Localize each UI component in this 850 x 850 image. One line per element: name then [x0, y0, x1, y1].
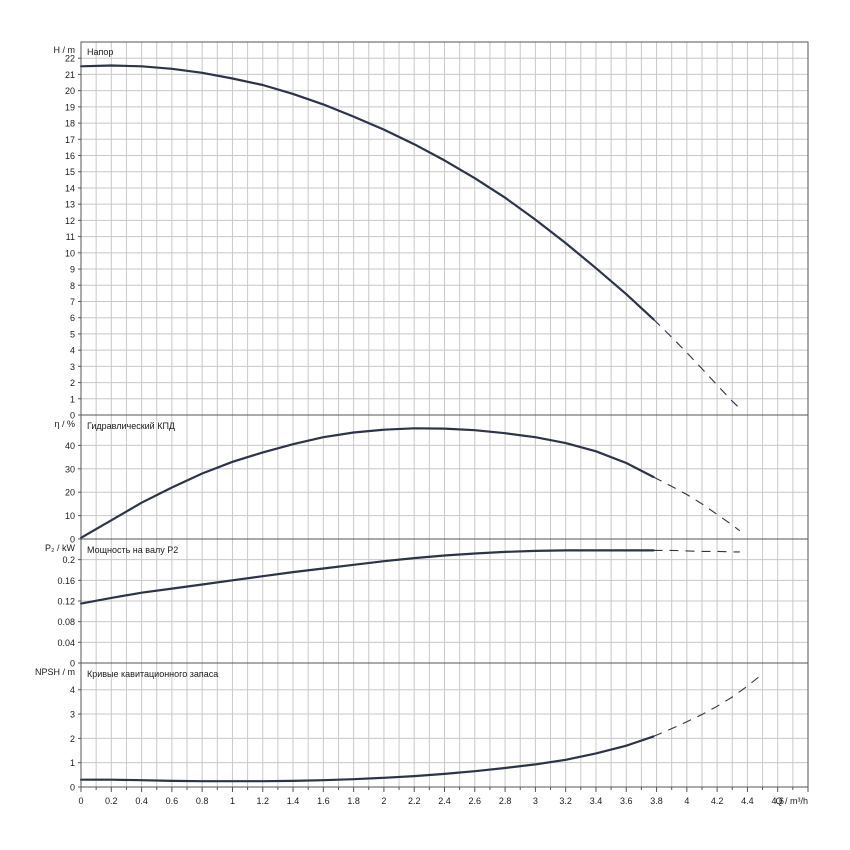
y-tick-label: 3 [70, 362, 75, 372]
x-tick-label: 1.6 [317, 796, 330, 806]
y-tick-label: 2 [70, 734, 75, 744]
curve-extrapolated [653, 673, 763, 737]
y-tick-label: 14 [65, 183, 75, 193]
y-tick-label: 5 [70, 329, 75, 339]
x-tick-label: 3.8 [650, 796, 663, 806]
y-tick-label: 13 [65, 200, 75, 210]
y-tick-label: 4 [70, 346, 75, 356]
y-tick-label: 20 [65, 488, 75, 498]
y-tick-label: 18 [65, 119, 75, 129]
x-tick-label: 2.8 [499, 796, 512, 806]
x-tick-label: 1.2 [256, 796, 269, 806]
y-tick-label: 9 [70, 265, 75, 275]
x-tick-label: 3.4 [590, 796, 603, 806]
x-tick-label: 4.6 [771, 796, 784, 806]
y-tick-label: 30 [65, 464, 75, 474]
y-tick-label: 15 [65, 167, 75, 177]
y-tick-label: 11 [66, 232, 75, 242]
frame-layer [78, 41, 809, 792]
panel-title-npsh: Кривые кавитационного запаса [87, 669, 218, 679]
y-tick-label: 10 [65, 248, 75, 258]
y-tick-label: 2 [70, 378, 75, 388]
curve-operating [79, 735, 655, 783]
y-tick-label: 8 [70, 281, 75, 291]
y-tick-label: 20 [65, 86, 75, 96]
y-tick-label: 22 [65, 54, 75, 64]
x-tick-label: 2.2 [408, 796, 421, 806]
curve-operating [79, 427, 655, 539]
x-tick-label: 1 [230, 796, 235, 806]
y-tick-label: 1 [70, 758, 75, 768]
curve-extrapolated [653, 318, 741, 409]
panel-title-head: Напор [87, 47, 113, 57]
y-tick-label: 0.08 [57, 617, 75, 627]
x-tick-label: 2.4 [438, 796, 451, 806]
y-tick-label: 10 [65, 511, 75, 521]
tick-labels-layer: 0123456789101112131415161718192021220102… [57, 54, 783, 806]
y-tick-label: 17 [65, 135, 75, 145]
x-tick-label: 3.2 [559, 796, 572, 806]
x-tick-label: 4.4 [741, 796, 754, 806]
panel-title-efficiency: Гидравлический КПД [87, 421, 175, 431]
x-tick-label: 0.4 [135, 796, 148, 806]
x-tick-label: 0.8 [196, 796, 209, 806]
y-tick-label: 7 [70, 297, 75, 307]
x-tick-label: 3.6 [620, 796, 633, 806]
curves-layer [79, 64, 763, 783]
x-tick-label: 1.8 [347, 796, 360, 806]
x-tick-label: 1.4 [287, 796, 300, 806]
y-tick-label: 0.2 [62, 555, 75, 565]
y-tick-label: 16 [65, 151, 75, 161]
x-tick-label: 4 [684, 796, 689, 806]
x-tick-label: 0.2 [105, 796, 118, 806]
y-tick-label: 40 [65, 441, 75, 451]
y-tick-label: 0 [70, 411, 75, 421]
x-tick-label: 0.6 [166, 796, 179, 806]
y-tick-label: 3 [70, 710, 75, 720]
y-tick-label: 0 [70, 535, 75, 545]
x-tick-label: 4.2 [711, 796, 724, 806]
y-tick-label: 19 [65, 102, 75, 112]
y-tick-label: 0 [70, 783, 75, 793]
grid-layer [81, 42, 808, 787]
x-axis-label: Q / m³/h [775, 796, 808, 806]
y-tick-label: 4 [70, 685, 75, 695]
x-tick-label: 3 [533, 796, 538, 806]
y-tick-label: 0.12 [57, 597, 75, 607]
y-tick-label: 0.16 [57, 576, 75, 586]
y-axis-label-head: H / m [54, 45, 76, 55]
y-tick-label: 0.04 [57, 638, 75, 648]
x-tick-label: 2 [381, 796, 386, 806]
curve-operating [79, 64, 655, 321]
y-tick-label: 21 [65, 70, 75, 80]
curve-extrapolated [653, 549, 740, 553]
y-tick-label: 0 [70, 659, 75, 669]
y-tick-label: 1 [70, 394, 75, 404]
curve-extrapolated [653, 476, 741, 532]
y-axis-label-power: P₂ / kW [45, 543, 75, 553]
y-tick-label: 6 [70, 313, 75, 323]
x-tick-label: 0 [78, 796, 83, 806]
y-axis-label-npsh: NPSH / m [35, 667, 75, 677]
y-axis-label-efficiency: η / % [54, 419, 75, 429]
y-tick-label: 12 [65, 216, 75, 226]
curve-operating [79, 549, 655, 605]
panel-title-power: Мощность на валу P2 [87, 545, 178, 555]
x-tick-label: 2.6 [469, 796, 482, 806]
